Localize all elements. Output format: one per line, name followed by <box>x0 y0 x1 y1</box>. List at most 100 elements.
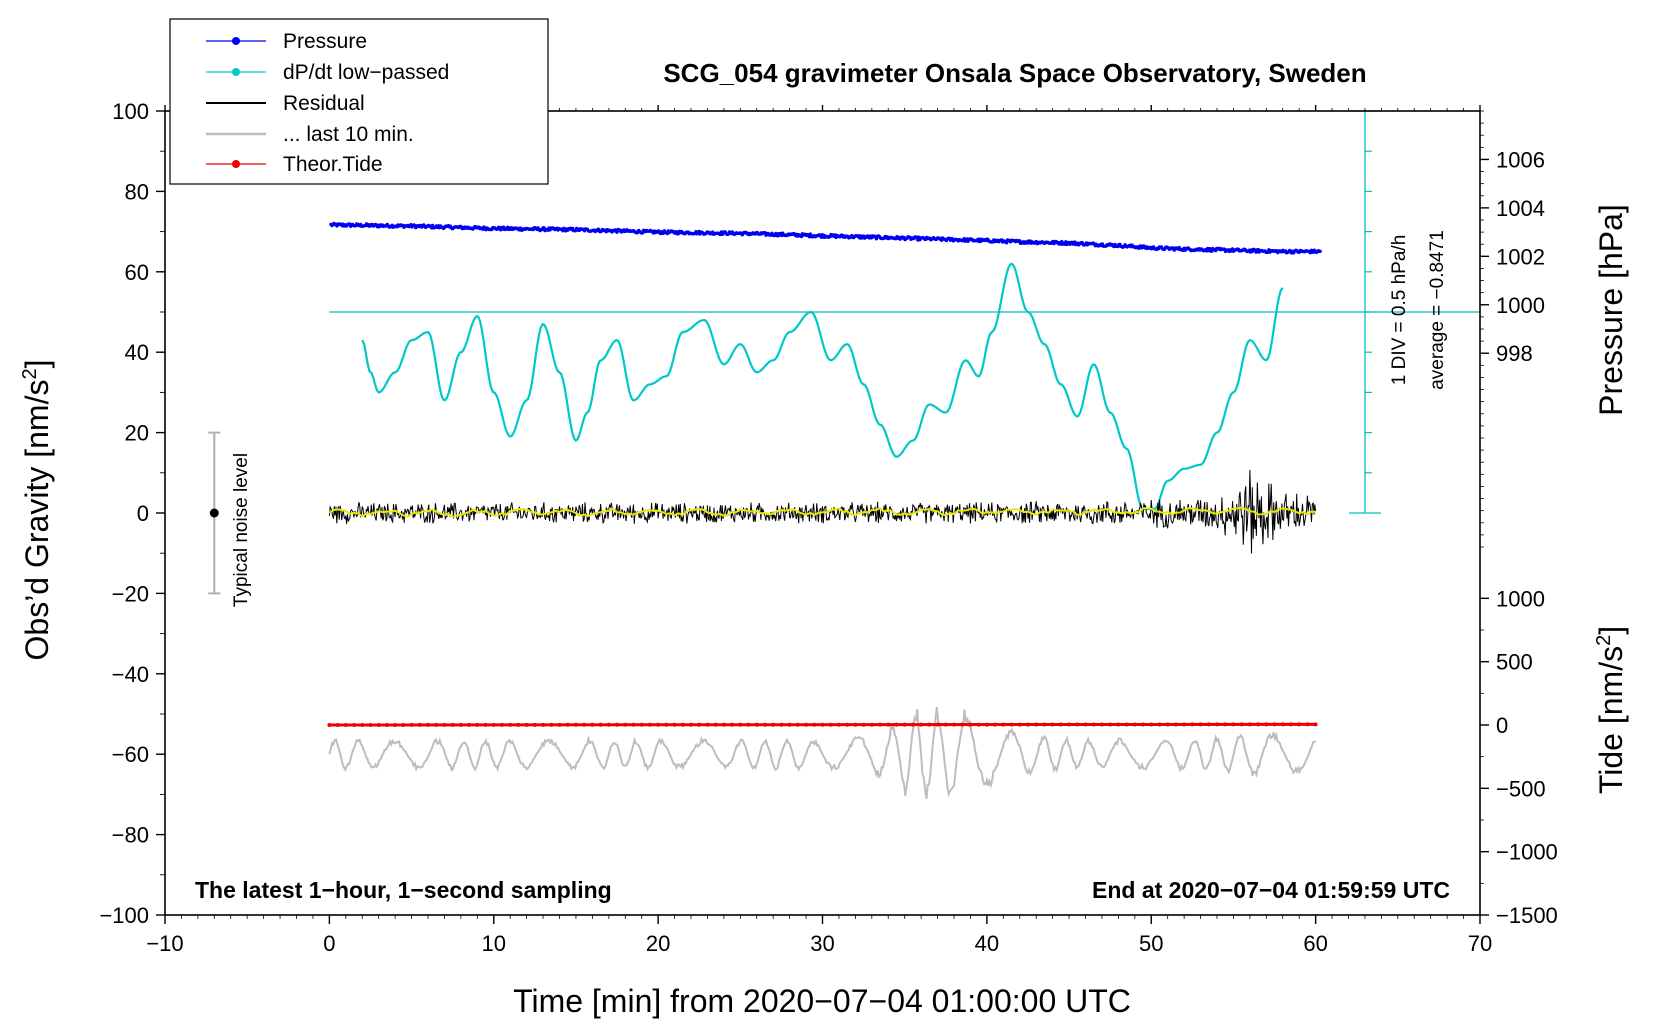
tide-point <box>335 723 340 727</box>
x-tick-label: −10 <box>146 931 183 956</box>
pressure-tick-label: 1004 <box>1496 196 1545 221</box>
tide-point <box>1083 722 1088 727</box>
pressure-axis-label: Pressure [hPa] <box>1593 204 1629 416</box>
tide-point <box>598 722 603 727</box>
tide-point <box>1256 722 1261 727</box>
tide-point <box>894 722 899 727</box>
tide-point <box>384 723 389 727</box>
y-tick-label: −20 <box>112 581 149 606</box>
average-label: average = −0.8471 <box>1427 230 1448 390</box>
tide-point <box>1042 722 1047 727</box>
y-axis-label-close: ] <box>19 360 55 369</box>
y-axis-label: Obs’d Gravity [nm/s2] <box>19 360 55 661</box>
tide-point <box>984 722 989 727</box>
tide-point <box>458 722 463 727</box>
tide-point <box>927 722 932 727</box>
tide-point <box>467 722 472 727</box>
div-scale-label: 1 DIV = 0.5 hPa/h <box>1389 235 1410 386</box>
tide-point <box>1108 722 1113 727</box>
tide-point <box>327 723 332 727</box>
tide-point <box>1067 722 1072 727</box>
tide-point <box>541 722 546 727</box>
tide-point <box>804 722 809 727</box>
tide-point <box>1190 722 1195 727</box>
y-tick-label: −100 <box>99 903 149 928</box>
x-tick-label: 30 <box>810 931 834 956</box>
tide-point <box>1075 722 1080 727</box>
tide-point <box>779 722 784 727</box>
tide-point <box>623 722 628 727</box>
tide-point <box>680 722 685 727</box>
tide-point <box>1091 722 1096 727</box>
tide-point <box>656 722 661 727</box>
tide-point <box>368 723 373 727</box>
tide-point <box>1017 722 1022 727</box>
tide-point <box>1058 722 1063 727</box>
tide-point <box>672 722 677 727</box>
tide-point <box>500 722 504 727</box>
tide-point <box>771 722 776 727</box>
tide-point <box>1206 722 1211 727</box>
y-tick-label: 80 <box>125 179 149 204</box>
tide-point <box>532 722 537 727</box>
tide-point <box>360 723 365 727</box>
pressure-point <box>1318 249 1322 253</box>
tide-series <box>327 722 1318 727</box>
tide-tick-label: 1000 <box>1496 586 1545 611</box>
tide-point <box>442 722 447 727</box>
tide-point <box>861 722 866 727</box>
tide-point <box>738 722 743 727</box>
tide-point <box>426 722 430 727</box>
tide-point <box>1116 722 1121 727</box>
legend-label-last-10-min: ... last 10 min. <box>283 123 414 146</box>
tide-point <box>582 722 587 727</box>
end-time-note: End at 2020−07−04 01:59:59 UTC <box>1092 877 1450 903</box>
tide-point <box>491 722 496 727</box>
residual-smoothed-line <box>328 506 1316 518</box>
x-tick-label: 60 <box>1303 931 1327 956</box>
tide-axis-label: Tide [nm/s2] <box>1593 626 1629 794</box>
legend-label-residual: Residual <box>283 92 365 115</box>
y-axis-label-text: Obs’d Gravity [nm/s <box>19 380 55 661</box>
tide-point <box>730 722 735 727</box>
x-tick-label: 20 <box>646 931 670 956</box>
tide-point <box>1149 722 1154 727</box>
tide-point <box>1009 722 1014 727</box>
tide-point <box>516 722 521 727</box>
tide-point <box>993 722 998 727</box>
tide-point <box>483 722 488 727</box>
pressure-tick-label: 998 <box>1496 341 1533 366</box>
legend-label-dpdt: dP/dt low−passed <box>283 61 449 84</box>
tide-point <box>631 722 636 727</box>
tide-point <box>705 722 710 727</box>
y-tick-label: −60 <box>112 742 149 767</box>
legend-box <box>169 18 549 185</box>
tide-point <box>1165 722 1170 727</box>
tide-point <box>1050 722 1055 727</box>
pressure-series <box>329 221 1322 255</box>
tide-point <box>763 722 767 727</box>
tide-point <box>1099 722 1104 727</box>
tide-point <box>1124 722 1129 727</box>
y-axis-label-sup: 2 <box>19 368 41 379</box>
tide-point <box>1272 722 1277 727</box>
tide-point <box>910 722 915 727</box>
plot-data-layer <box>208 110 1480 800</box>
tide-point <box>812 722 817 727</box>
tide-point <box>919 722 924 727</box>
tide-point <box>845 722 850 727</box>
tide-point <box>1264 722 1269 727</box>
tide-point <box>1173 722 1178 727</box>
tide-point <box>689 722 693 727</box>
y-tick-label: 60 <box>125 260 149 285</box>
tide-axis-label-close: ] <box>1593 626 1629 635</box>
legend-marker-pressure <box>232 37 240 45</box>
tide-point <box>1198 722 1203 727</box>
y-tick-label: 0 <box>137 501 149 526</box>
tide-point <box>1215 722 1219 727</box>
y-tick-label: 20 <box>125 421 149 446</box>
x-tick-label: 10 <box>482 931 506 956</box>
tide-point <box>376 723 381 727</box>
tide-point <box>549 722 554 727</box>
tide-tick-label: −500 <box>1496 776 1546 801</box>
